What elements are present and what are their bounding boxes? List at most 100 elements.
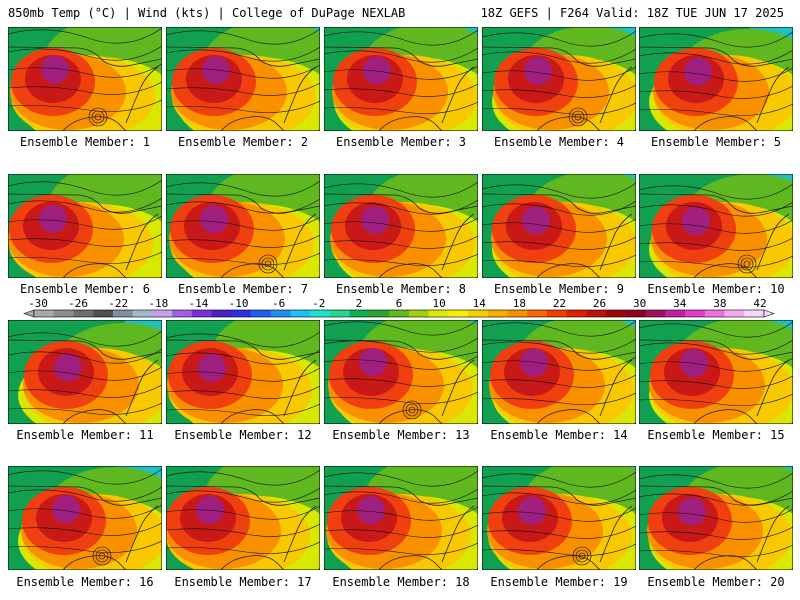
colorbar-tick-label: 34 (673, 297, 687, 310)
colorbar-tick-label: -10 (229, 297, 249, 310)
colorbar-tick-label: 22 (553, 297, 566, 310)
ensemble-member-map (324, 320, 478, 424)
colorbar-swatch (408, 310, 430, 317)
ensemble-member-label: Ensemble Member: 11 (16, 428, 154, 442)
colorbar-tick-label: -14 (189, 297, 209, 310)
ensemble-member-map (482, 466, 636, 570)
colorbar-swatch (428, 310, 449, 317)
colorbar-swatch (369, 310, 390, 317)
ensemble-member-map (8, 27, 162, 131)
colorbar-swatch (744, 310, 765, 317)
ensemble-member-label: Ensemble Member: 16 (16, 575, 154, 589)
ensemble-member-label: Ensemble Member: 19 (490, 575, 628, 589)
temperature-colorbar: -30 -26 -22 -18 -14 -10 -6 -2 2 6 10 14 18 22 26 30 34 38… (23, 297, 775, 318)
model-run-info: 18Z GEFS | F264 Valid: 18Z TUE JUN 17 20… (480, 6, 784, 20)
colorbar-tick-label: 30 (633, 297, 646, 310)
ensemble-member-map (166, 320, 320, 424)
colorbar-swatch (329, 310, 351, 317)
colorbar-swatch (270, 310, 291, 317)
ensemble-member-label: Ensemble Member: 18 (332, 575, 470, 589)
ensemble-member-label: Ensemble Member: 8 (335, 282, 467, 296)
ensemble-member-map (482, 27, 636, 131)
colorbar-swatch (546, 310, 568, 317)
ensemble-member-label: Ensemble Member: 3 (335, 135, 467, 149)
colorbar-tick-label: 10 (432, 297, 445, 310)
ensemble-member-map (324, 466, 478, 570)
ensemble-member-map (482, 320, 636, 424)
ensemble-member-label: Ensemble Member: 4 (493, 135, 625, 149)
ensemble-member-map (324, 174, 478, 278)
colorbar-swatch (586, 310, 607, 317)
ensemble-member-label: Ensemble Member: 9 (493, 282, 625, 296)
colorbar-swatch (34, 310, 55, 317)
colorbar-tick-label: 26 (593, 297, 606, 310)
colorbar-swatch (132, 310, 153, 317)
colorbar-tick-label: 18 (513, 297, 526, 310)
ensemble-member-label: Ensemble Member: 14 (490, 428, 628, 442)
colorbar-swatch (704, 310, 726, 317)
ensemble-member-map (324, 27, 478, 131)
ensemble-member-map (8, 466, 162, 570)
colorbar-tick-label: -22 (108, 297, 128, 310)
colorbar-swatch (93, 310, 114, 317)
colorbar-swatch (290, 310, 311, 317)
colorbar-swatch (191, 310, 213, 317)
colorbar-tick-label: -6 (272, 297, 285, 310)
colorbar-swatch (487, 310, 509, 317)
ensemble-member-map (8, 174, 162, 278)
colorbar-tick-label: 6 (396, 297, 403, 310)
colorbar-swatch (112, 310, 134, 317)
colorbar-swatch (73, 310, 94, 317)
colorbar-tick-label: -18 (148, 297, 168, 310)
colorbar-swatch (527, 310, 548, 317)
ensemble-member-label: Ensemble Member: 6 (19, 282, 151, 296)
ensemble-member-map (482, 174, 636, 278)
colorbar-tick-label: -26 (68, 297, 88, 310)
colorbar-swatch (448, 310, 469, 317)
colorbar-tick-label: 2 (356, 297, 363, 310)
colorbar-swatch (53, 310, 74, 317)
colorbar-swatch (310, 310, 331, 317)
ensemble-member-label: Ensemble Member: 13 (332, 428, 470, 442)
ensemble-member-map (639, 320, 793, 424)
ensemble-member-label: Ensemble Member: 5 (650, 135, 782, 149)
colorbar-arrow-right (763, 309, 775, 318)
colorbar-tick-label: -30 (28, 297, 48, 310)
ensemble-member-label: Ensemble Member: 20 (647, 575, 785, 589)
ensemble-member-label: Ensemble Member: 2 (177, 135, 309, 149)
colorbar-swatch (231, 310, 252, 317)
colorbar-swatch (566, 310, 587, 317)
ensemble-member-map (8, 320, 162, 424)
colorbar-arrow-left (23, 309, 35, 318)
colorbar-swatch (665, 310, 686, 317)
colorbar-swatch (389, 310, 410, 317)
ensemble-member-map (639, 174, 793, 278)
colorbar-swatch (606, 310, 627, 317)
ensemble-member-label: Ensemble Member: 15 (647, 428, 785, 442)
ensemble-member-map (166, 174, 320, 278)
chart-title: 850mb Temp (°C) | Wind (kts) | College o… (8, 6, 406, 20)
colorbar-tick-label: 38 (713, 297, 726, 310)
colorbar-tick-label: -2 (312, 297, 325, 310)
colorbar-swatch (724, 310, 745, 317)
colorbar-swatch (251, 310, 272, 317)
ensemble-member-map (639, 27, 793, 131)
ensemble-member-map (166, 27, 320, 131)
colorbar-swatch (625, 310, 647, 317)
colorbar-swatch (152, 310, 173, 317)
ensemble-member-label: Ensemble Member: 1 (19, 135, 151, 149)
colorbar-swatch (349, 310, 370, 317)
colorbar-swatch (645, 310, 666, 317)
colorbar-swatch (172, 310, 193, 317)
colorbar-swatch (211, 310, 232, 317)
colorbar-swatch (685, 310, 706, 317)
colorbar-swatch (507, 310, 528, 317)
ensemble-member-label: Ensemble Member: 17 (174, 575, 312, 589)
colorbar-tick-label: 14 (473, 297, 487, 310)
ensemble-member-label: Ensemble Member: 12 (174, 428, 312, 442)
colorbar-swatch (468, 310, 489, 317)
ensemble-member-label: Ensemble Member: 10 (647, 282, 785, 296)
ensemble-member-label: Ensemble Member: 7 (177, 282, 309, 296)
colorbar-tick-label: 42 (753, 297, 766, 310)
ensemble-member-map (639, 466, 793, 570)
